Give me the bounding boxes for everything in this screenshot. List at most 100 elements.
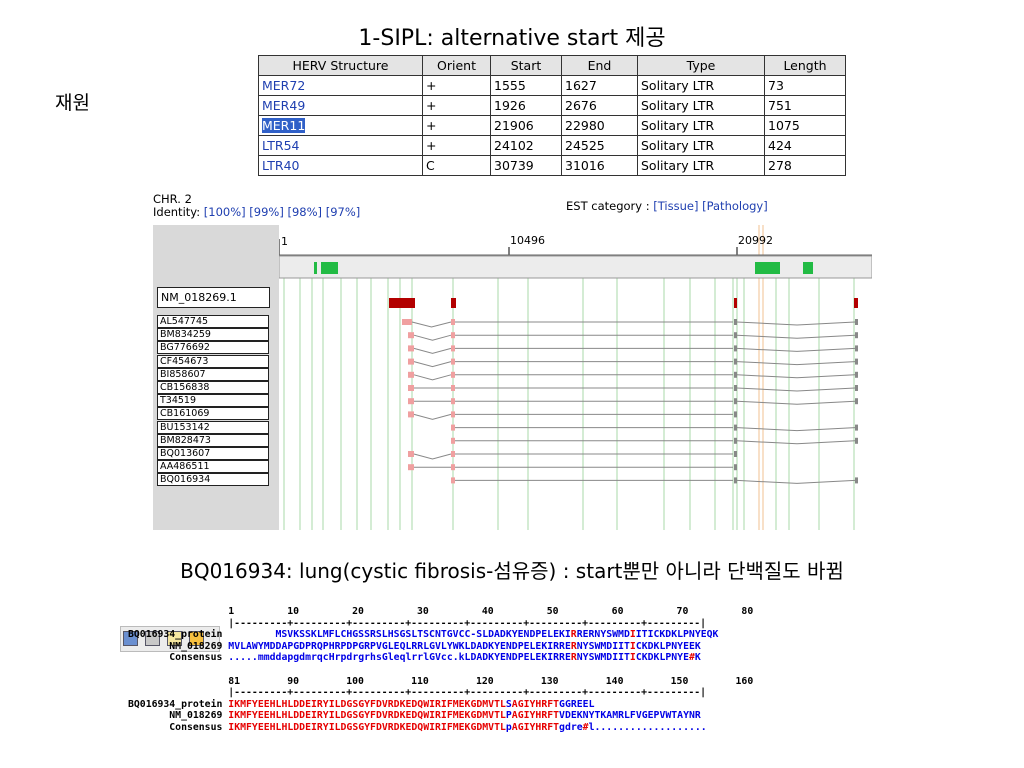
est-track (451, 437, 858, 445)
est-exon (855, 477, 858, 484)
est-label[interactable]: BQ013607 (157, 447, 269, 460)
table-row: MER11 + 21906 22980 Solitary LTR 1075 (258, 115, 846, 136)
length-cell: 73 (764, 75, 846, 96)
length-cell: 1075 (764, 115, 846, 136)
est-exon (734, 385, 737, 391)
est-track (451, 424, 858, 432)
alignment-row: NM_018269 MVLAWYMDDAPGDPRQPHRPDPGRPVGLEQ… (128, 641, 701, 652)
est-exon (734, 398, 737, 405)
est-exon (734, 371, 737, 378)
end-cell: 2676 (561, 95, 638, 116)
orient-cell: + (422, 75, 491, 96)
identity-99-link[interactable]: [99%] (249, 205, 284, 219)
sequence-name: NM_018269 (128, 710, 223, 722)
identity-97-link[interactable]: [97%] (325, 205, 361, 219)
est-label[interactable]: CB156838 (157, 381, 269, 394)
est-exon (451, 371, 455, 378)
est-label[interactable]: AA486511 (157, 460, 269, 474)
sequence-text: IKMFYEEHLHLDDEIRYILDGSGYFDVRDKEDQWIRIFME… (228, 698, 595, 710)
est-exon (408, 451, 414, 457)
save-icon[interactable] (123, 631, 138, 646)
col-header-type: Type (637, 55, 765, 76)
print-icon[interactable] (145, 631, 160, 646)
est-label[interactable]: BU153142 (157, 420, 269, 434)
est-track (408, 371, 858, 381)
alignment-row: NM_018269 IKMFYEEHLHLDDEIRYILDGSGYFDVRDK… (128, 710, 701, 721)
herv-link[interactable]: LTR40 (258, 155, 423, 176)
herv-link[interactable]: MER72 (258, 75, 423, 96)
sequence-text: .....mmddapgdmrqcHrpdrgrhsGleqlrrlGVcc.k… (228, 652, 701, 664)
est-exon (451, 398, 455, 405)
position-ruler: |---------+---------+---------+---------… (128, 618, 706, 629)
est-exon (451, 437, 455, 444)
length-cell: 278 (764, 155, 846, 176)
reference-exon (389, 298, 415, 308)
est-label[interactable]: BM828473 (157, 433, 269, 447)
est-exon (451, 411, 455, 418)
intron-line (736, 400, 856, 405)
type-cell: Solitary LTR (637, 75, 765, 96)
est-exon (408, 345, 414, 352)
sequence-text: MSVKSSKLMFLCHGSSRSLHSGSLTSCNTGVCC-SLDADK… (275, 629, 719, 641)
est-exon (402, 319, 412, 325)
intron-line (736, 374, 856, 379)
intron-line (736, 427, 856, 432)
est-exon (734, 477, 737, 484)
est-label[interactable]: BG776692 (157, 341, 269, 355)
est-exon (855, 358, 858, 365)
est-track (408, 332, 858, 341)
est-label[interactable]: CB161069 (157, 407, 269, 421)
slide-title: 1-SIPL: alternative start 제공 (358, 26, 666, 51)
est-label[interactable]: T34519 (157, 394, 269, 408)
pathology-link[interactable]: [Pathology] (702, 199, 768, 213)
est-exon (451, 477, 455, 484)
alignment-block-2: 81 90 100 110 120 130 140 150 160 |-----… (128, 676, 753, 733)
reference-exon (451, 298, 456, 308)
identity-100-link[interactable]: [100%] (203, 205, 246, 219)
est-exon (734, 319, 737, 325)
herv-link-selected[interactable]: MER11 (258, 115, 423, 136)
type-cell: Solitary LTR (637, 155, 765, 176)
intron-line (736, 387, 856, 392)
alignment-row: BQ016934_protein IKMFYEEHLHLDDEIRYILDGSG… (128, 699, 594, 710)
est-label[interactable]: BM834259 (157, 328, 269, 342)
intron-line (413, 413, 452, 420)
est-exon (855, 424, 858, 431)
est-exon (451, 451, 455, 457)
alignment-row: Consensus IKMFYEEHLHLDDEIRYILDGSGYFDVRDK… (128, 722, 706, 733)
genome-browser-view[interactable]: 1 10496 20992 (279, 225, 872, 530)
col-header-length: Length (764, 55, 846, 76)
reference-transcript-label[interactable]: NM_018269.1 (157, 287, 270, 308)
chart-icon[interactable] (189, 631, 204, 646)
sequence-alignment: 1 10 20 30 40 50 60 70 80 |---------+---… (128, 606, 753, 734)
sequence-text: IKMFYEEHLHLDDEIRYILDGSGYFDVRDKEDQWIRIFME… (228, 710, 701, 722)
ruler-text: |---------+---------+---------+---------… (228, 687, 707, 699)
intron-line (736, 347, 856, 352)
herv-structure-table: HERV Structure Orient Start End Type Len… (258, 55, 846, 176)
herv-mer72-block (314, 262, 317, 274)
est-label[interactable]: BI858607 (157, 367, 269, 381)
herv-link[interactable]: LTR54 (258, 135, 423, 156)
est-exon (855, 398, 858, 405)
est-exon (855, 371, 858, 378)
email-icon[interactable] (167, 631, 182, 646)
herv-link[interactable]: MER49 (258, 95, 423, 116)
est-label[interactable]: AL547745 (157, 315, 269, 328)
est-exon (855, 437, 858, 444)
est-exon (855, 332, 858, 339)
est-exon (734, 464, 737, 471)
herv-track (279, 255, 872, 279)
intron-line (736, 440, 856, 445)
tissue-link[interactable]: [Tissue] (653, 199, 699, 213)
herv-ltr54-block (803, 262, 813, 274)
intron-line (736, 361, 856, 366)
est-label[interactable]: CF454673 (157, 354, 269, 368)
sequence-name: NM_018269 (128, 640, 223, 652)
est-label[interactable]: BQ016934 (157, 473, 269, 487)
end-cell: 31016 (561, 155, 638, 176)
est-exon (451, 464, 455, 471)
ruler-label-end: 20992 (738, 234, 773, 247)
identity-98-link[interactable]: [98%] (287, 205, 323, 219)
intron-line (736, 334, 856, 339)
type-cell: Solitary LTR (637, 115, 765, 136)
